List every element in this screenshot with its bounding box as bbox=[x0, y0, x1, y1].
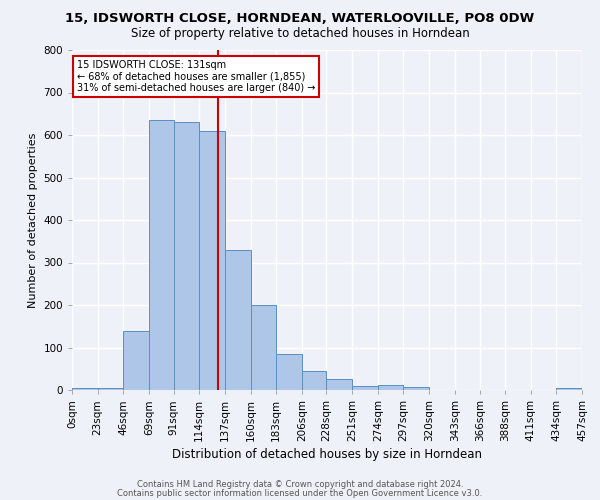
Bar bbox=[378, 385, 403, 390]
Bar bbox=[124, 330, 149, 390]
Bar bbox=[302, 371, 326, 390]
Bar bbox=[326, 378, 352, 390]
Bar bbox=[276, 354, 302, 390]
Bar bbox=[173, 122, 199, 390]
Text: 15 IDSWORTH CLOSE: 131sqm
← 68% of detached houses are smaller (1,855)
31% of se: 15 IDSWORTH CLOSE: 131sqm ← 68% of detac… bbox=[77, 60, 316, 94]
Text: Size of property relative to detached houses in Horndean: Size of property relative to detached ho… bbox=[131, 28, 469, 40]
Bar bbox=[98, 388, 124, 390]
Bar bbox=[72, 388, 98, 390]
Bar bbox=[199, 130, 225, 390]
Bar bbox=[225, 250, 251, 390]
X-axis label: Distribution of detached houses by size in Horndean: Distribution of detached houses by size … bbox=[172, 448, 482, 461]
Text: Contains HM Land Registry data © Crown copyright and database right 2024.: Contains HM Land Registry data © Crown c… bbox=[137, 480, 463, 489]
Text: Contains public sector information licensed under the Open Government Licence v3: Contains public sector information licen… bbox=[118, 488, 482, 498]
Bar bbox=[251, 305, 276, 390]
Bar bbox=[352, 386, 378, 390]
Bar bbox=[403, 387, 429, 390]
Text: 15, IDSWORTH CLOSE, HORNDEAN, WATERLOOVILLE, PO8 0DW: 15, IDSWORTH CLOSE, HORNDEAN, WATERLOOVI… bbox=[65, 12, 535, 26]
Y-axis label: Number of detached properties: Number of detached properties bbox=[28, 132, 38, 308]
Bar bbox=[556, 388, 582, 390]
Bar bbox=[149, 120, 173, 390]
